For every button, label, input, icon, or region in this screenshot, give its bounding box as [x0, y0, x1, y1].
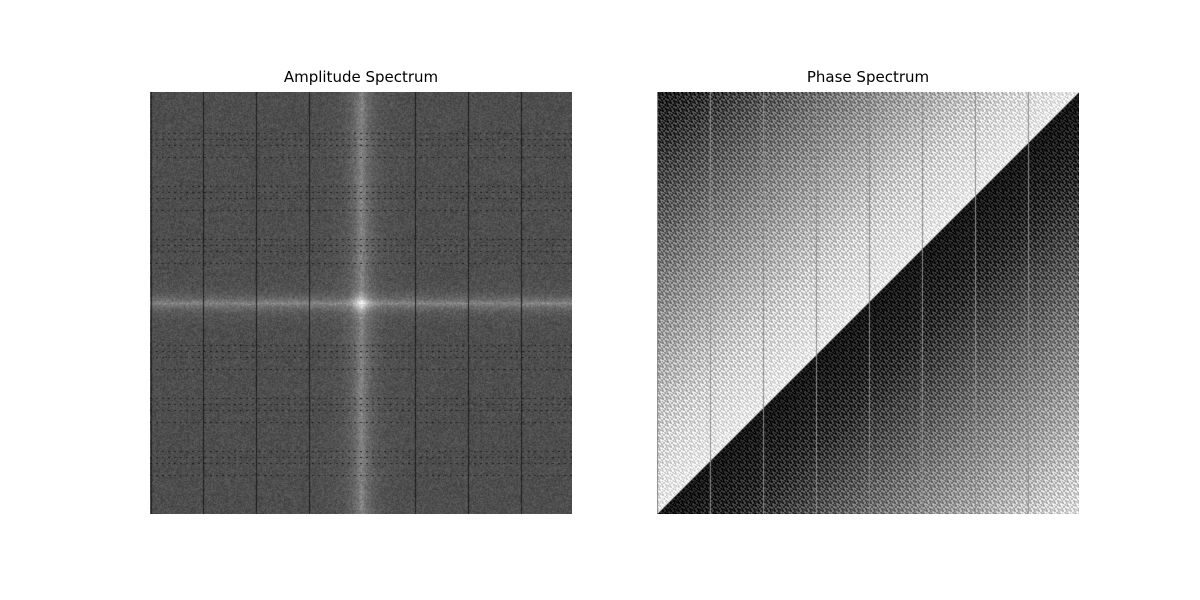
amplitude-spectrum-title: Amplitude Spectrum [283, 68, 439, 86]
amplitude-spectrum-image [150, 92, 572, 514]
phase-spectrum-image [657, 92, 1079, 514]
phase-spectrum-title: Phase Spectrum [806, 68, 930, 86]
